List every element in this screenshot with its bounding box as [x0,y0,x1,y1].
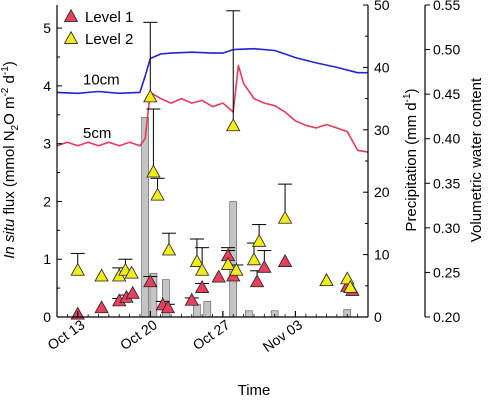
precipitation-bar [203,301,212,318]
y-left-tick-label: 1 [43,251,51,267]
legend-marker [63,30,79,44]
line-labels: 10cm 5cm [83,71,120,141]
level2-marker [150,187,165,201]
line-label-5cm: 5cm [83,125,111,142]
y-vwc-tick-label: 0.40 [433,131,460,147]
level1-marker [125,285,140,299]
level2-marker [277,210,293,224]
y-left-tick-label: 3 [43,136,51,152]
y-precip-tick-label: 40 [374,59,390,75]
vwc_10cm-line [56,47,368,95]
level2-marker [226,118,241,132]
y-left-tick-label: 2 [43,193,51,209]
legend-label: Level 2 [85,31,133,48]
level1-marker [143,274,158,288]
level2-marker [246,252,262,266]
y-precip-tick-label: 20 [374,184,390,200]
y-left-tick-label: 5 [43,20,51,36]
y-precip-tick-label: 30 [374,122,390,138]
vwc_5cm-line [56,64,369,153]
precipitation-bar [193,304,201,318]
y-left-tick-label: 4 [43,78,51,94]
x-tick-label: Oct 20 [117,316,160,353]
level1-marker [184,292,199,306]
line-label-10cm: 10cm [83,71,120,88]
y-vwc-tick-label: 0.55 [433,0,460,13]
y-axis-left-title: In situ flux (mmol N2O m-2 d-1) [0,61,21,259]
y-vwc-tick-label: 0.45 [433,86,460,102]
flux-markers [70,89,360,320]
level2-marker [124,265,139,279]
level2-marker [343,280,358,293]
level2-marker [94,268,109,282]
y-left-tick-label: 0 [43,309,51,325]
x-axis-title: Time [238,382,271,399]
level2-marker [70,262,85,276]
level2-marker [143,89,158,103]
level1-marker [257,259,272,273]
y-vwc-tick-label: 0.20 [433,309,460,325]
y-vwc-tick-label: 0.30 [433,220,460,236]
level2-marker [189,254,205,267]
level2-marker [161,242,177,256]
precipitation-bar [244,310,253,318]
y-axis-vwc-title: Volumetric water content [468,77,485,242]
y-vwc-tick-label: 0.25 [433,264,460,280]
level1-marker [211,269,226,283]
legend-label: Level 1 [85,9,133,26]
level2-marker [340,271,355,285]
level1-marker [160,300,176,314]
level2-marker [146,164,161,178]
level2-marker [220,256,236,270]
vwc-lines [56,47,369,153]
y-axis-precip-title: Precipitation (mm d-1) [402,88,420,231]
x-tick-label: Nov 03 [260,316,306,355]
level2-marker [194,262,210,276]
level1-marker [194,280,210,293]
legend-marker [63,8,79,22]
x-tick-label: Oct 27 [190,316,233,353]
y-precip-tick-label: 10 [374,247,390,263]
legend: Level 1 Level 2 [63,8,133,48]
level2-marker [319,273,334,287]
level1-marker [249,274,265,288]
level2-marker [251,233,267,247]
y-precip-tick-label: 0 [374,309,382,325]
y-precip-tick-label: 50 [374,0,390,13]
level1-marker [277,254,293,267]
level1-marker [94,300,109,314]
axis-labels: Time In situ flux (mmol N2O m-2 d-1) Pre… [0,61,485,399]
y-vwc-tick-label: 0.50 [433,42,460,58]
level2-marker [229,262,244,276]
y-vwc-tick-label: 0.35 [433,175,460,191]
axes: 012345010203040500.200.250.300.350.400.4… [43,0,460,355]
precipitation-bars [141,117,352,318]
